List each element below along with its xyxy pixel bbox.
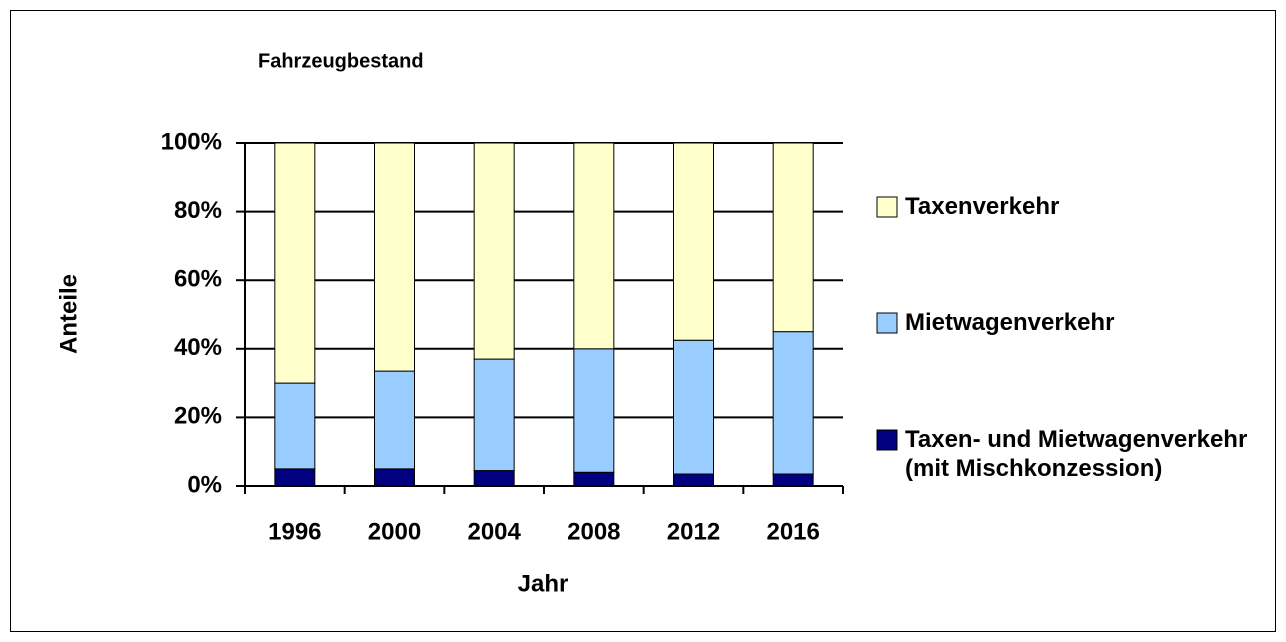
x-tick-label: 1996 <box>268 518 321 545</box>
bar-segment <box>573 471 615 487</box>
bar-segment <box>673 142 714 341</box>
bar-segment <box>374 370 415 470</box>
bar-segment <box>772 142 814 333</box>
bar-segment <box>274 142 316 384</box>
bar-segment <box>374 142 415 372</box>
legend-swatch <box>876 312 898 334</box>
x-axis-label: Jahr <box>518 570 569 597</box>
y-tick-label: 40% <box>174 334 222 361</box>
legend-swatch <box>876 429 898 451</box>
legend-label: Mietwagenverkehr <box>905 309 1115 336</box>
bar-segment <box>673 473 714 487</box>
bar-segment <box>473 142 515 360</box>
bar-segment <box>473 358 515 472</box>
y-tick-label: 100% <box>161 128 222 155</box>
chart-title: Fahrzeugbestand <box>258 50 424 72</box>
bar-segment <box>374 468 415 487</box>
bar-segment <box>274 468 316 487</box>
bar-segment <box>772 331 814 475</box>
y-tick-label: 0% <box>187 471 222 498</box>
x-tick-label: 2012 <box>667 518 720 545</box>
y-tick-label: 60% <box>174 266 222 293</box>
legend-label: Taxenverkehr <box>905 193 1060 220</box>
y-tick-label: 20% <box>174 403 222 430</box>
x-tick-label: 2008 <box>567 518 620 545</box>
y-axis-label: Anteile <box>55 274 82 354</box>
bar-segment <box>573 348 615 473</box>
legend-swatch <box>876 196 898 218</box>
bar-segment <box>473 470 515 487</box>
x-tick-label: 2000 <box>368 518 421 545</box>
bar-segment <box>772 473 814 487</box>
x-tick-label: 2004 <box>467 518 521 545</box>
bar-segment <box>673 339 714 475</box>
y-tick-label: 80% <box>174 197 222 224</box>
chart-frame <box>10 10 1276 632</box>
bar-segment <box>274 382 316 470</box>
x-tick-label: 2016 <box>766 518 819 545</box>
legend-label: Taxen- und Mietwagenverkehr (mit Mischko… <box>905 426 1248 482</box>
bar-segment <box>573 142 615 350</box>
